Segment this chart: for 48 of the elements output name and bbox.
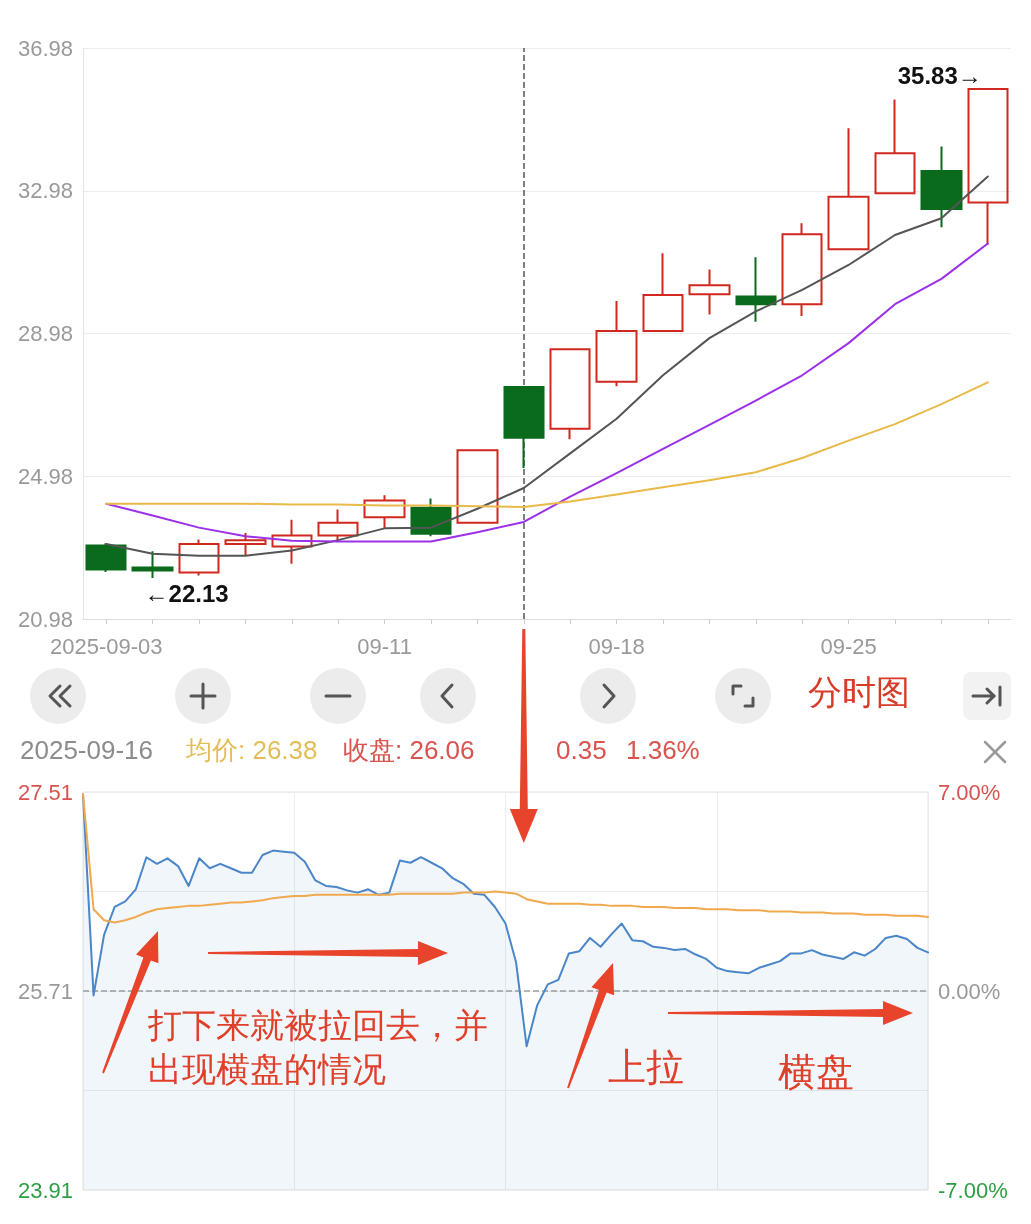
x-tick-label: 09-18	[588, 633, 645, 659]
y2-tick-label: 0.00%	[938, 978, 1001, 1004]
annotation: 打下来就被拉回去，并出现横盘的情况	[148, 1005, 489, 1090]
y-tick-label: 32.98	[17, 178, 73, 204]
annotation: 上拉	[608, 1045, 684, 1090]
candlestick	[595, 300, 638, 388]
candlestick	[363, 494, 406, 530]
x-tick-label: 2025-09-03	[49, 633, 163, 659]
candlestick	[688, 268, 731, 316]
candlestick	[224, 531, 267, 557]
candlestick	[827, 127, 870, 251]
text: 1.36%	[626, 734, 700, 767]
y-tick-label: 27.51	[17, 779, 73, 805]
candlestick	[271, 518, 313, 565]
y2-tick-label: -7.00%	[938, 1177, 1008, 1203]
candlestick	[874, 98, 916, 195]
x-tick-label: 09-11	[357, 633, 412, 659]
text: 均价: 26.38	[186, 734, 318, 767]
annotation: ←22.13	[144, 580, 229, 608]
y-tick-label: 24.98	[17, 463, 73, 489]
y-tick-label: 36.98	[17, 35, 73, 61]
y-tick-label: 28.98	[17, 321, 73, 346]
candlestick	[781, 222, 823, 318]
candlestick	[549, 348, 591, 441]
text: 分时图	[808, 672, 910, 713]
line-series	[105, 381, 989, 508]
annotation: 35.83→	[897, 61, 982, 89]
candlestick	[85, 542, 127, 573]
candlestick	[503, 384, 545, 470]
candlestick	[456, 449, 499, 524]
candlestick	[317, 508, 359, 542]
candlestick	[410, 497, 452, 538]
y2-tick-label: 7.00%	[938, 779, 1001, 805]
candlestick	[967, 88, 1009, 246]
candlestick	[642, 252, 684, 333]
candlestick	[920, 145, 963, 229]
text: 收盘: 26.06	[343, 734, 475, 767]
candlestick	[131, 550, 174, 579]
y-tick-label: 25.71	[17, 978, 73, 1004]
candlestick	[178, 538, 220, 577]
chart-title: 2025-09-16	[20, 734, 153, 766]
y-tick-label: 23.91	[17, 1177, 73, 1203]
y-tick-label: 20.98	[17, 606, 73, 632]
x-tick-label: 09-25	[820, 633, 877, 659]
text: 0.35	[556, 734, 607, 767]
annotation: 横盘	[778, 1050, 854, 1095]
candlestick	[735, 256, 777, 323]
line-series	[82, 793, 929, 924]
